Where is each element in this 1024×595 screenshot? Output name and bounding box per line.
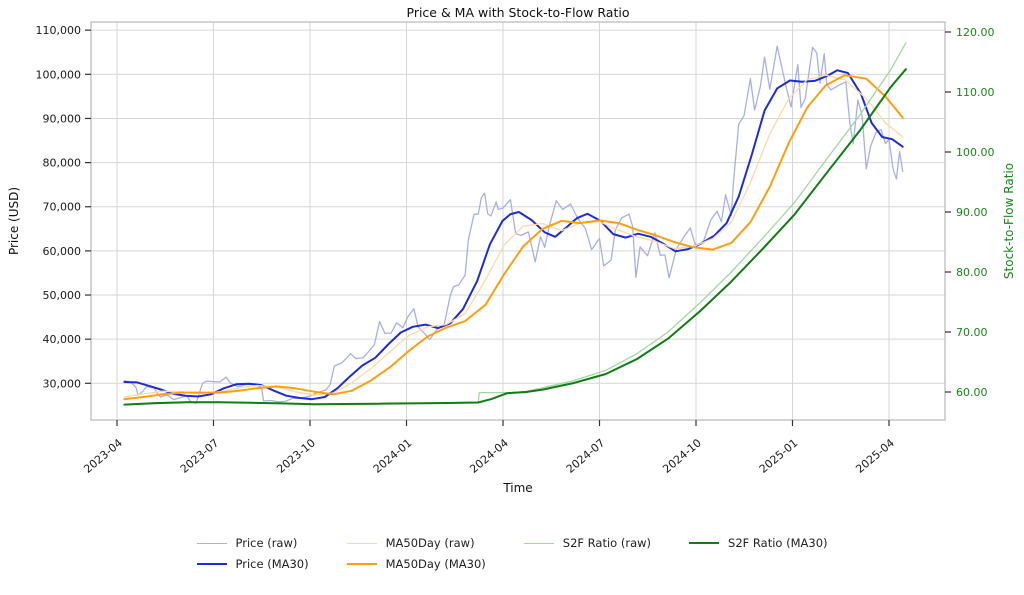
series-line-ma50day-raw- [123,74,904,398]
x-tick-label: 2024-04 [467,436,511,476]
legend-item-label: MA50Day (raw) [385,536,475,550]
plot-area: 30,000 40,000 50,000 60,000 70,000 80,000 90,0… [36,21,995,476]
legend-line-swatch [196,563,227,565]
legend-line-swatch [196,542,227,544]
x-tick-label: 2023-07 [178,436,222,476]
legend-item-s2f-ratio-raw-: S2F Ratio (raw) [523,536,652,550]
legend-item-label: S2F Ratio (raw) [562,536,652,550]
legend-line-swatch [523,542,554,544]
x-tick-label: 2025-04 [853,436,897,476]
y-left-tick-label: 90,000 [43,112,82,125]
plot-frame [90,21,946,421]
y-left-tick-label: 80,000 [43,157,82,170]
legend-item-ma50day-ma30-: MA50Day (MA30) [346,557,486,571]
x-tick-label: 2023-04 [81,436,125,476]
x-tick-label: 2024-01 [371,436,415,476]
legend-item-s2f-ratio-ma30-: S2F Ratio (MA30) [689,536,828,550]
y-right-tick-label: 110.00 [956,86,995,99]
x-tick-label: 2024-10 [660,436,704,476]
legend-item-label: Price (raw) [235,536,298,550]
legend-item-ma50day-raw-: MA50Day (raw) [346,536,486,550]
y-left-tick-label: 100,000 [36,68,82,81]
y-right-tick-label: 70.00 [956,326,988,339]
series-line-ma50day-ma30- [123,74,904,401]
y-right-tick-label: 60.00 [956,386,988,399]
x-axis-label: Time [503,481,533,495]
legend-column: MA50Day (raw) MA50Day (MA30) [346,536,486,571]
x-tick-label: 2023-10 [274,436,318,476]
series-line-s2f-ratio-ma30- [123,68,907,406]
legend-line-swatch [346,563,377,565]
series-line-price-ma30- [123,69,904,401]
y-right-tick-label: 80.00 [956,266,988,279]
legend-line-swatch [689,542,720,544]
legend-column: Price (raw) Price (MA30) [196,536,309,571]
legend-item-label: S2F Ratio (MA30) [728,536,828,550]
y-left-tick-label: 50,000 [43,289,82,302]
y-left-tick-label: 40,000 [43,333,82,346]
legend-column: S2F Ratio (raw) [523,536,652,571]
legend-item-price-ma30-: Price (MA30) [196,557,309,571]
y-left-tick-label: 110,000 [36,24,82,37]
x-tick-label: 2025-01 [757,436,801,476]
legend-column: S2F Ratio (MA30) [689,536,828,571]
y-left-tick-label: 30,000 [43,377,82,390]
y-axis-label-right: Stock-to-Flow Ratio [1002,162,1016,280]
y-right-tick-label: 100.00 [956,146,995,159]
y-axis-label-left: Price (USD) [7,186,21,256]
x-tick-label: 2024-07 [564,436,608,476]
legend-item-label: Price (MA30) [235,557,309,571]
legend-item-label: MA50Day (MA30) [385,557,486,571]
chart-title: Price & MA with Stock-to-Flow Ratio [406,5,630,20]
legend: Price (raw) Price (MA30) MA50Day (raw) MA50… [0,536,1024,571]
y-left-tick-label: 60,000 [43,245,82,258]
y-right-tick-label: 120.00 [956,26,995,39]
y-left-tick-label: 70,000 [43,201,82,214]
legend-line-swatch [346,542,377,544]
y-right-tick-label: 90.00 [956,206,988,219]
legend-item-price-raw-: Price (raw) [196,536,309,550]
